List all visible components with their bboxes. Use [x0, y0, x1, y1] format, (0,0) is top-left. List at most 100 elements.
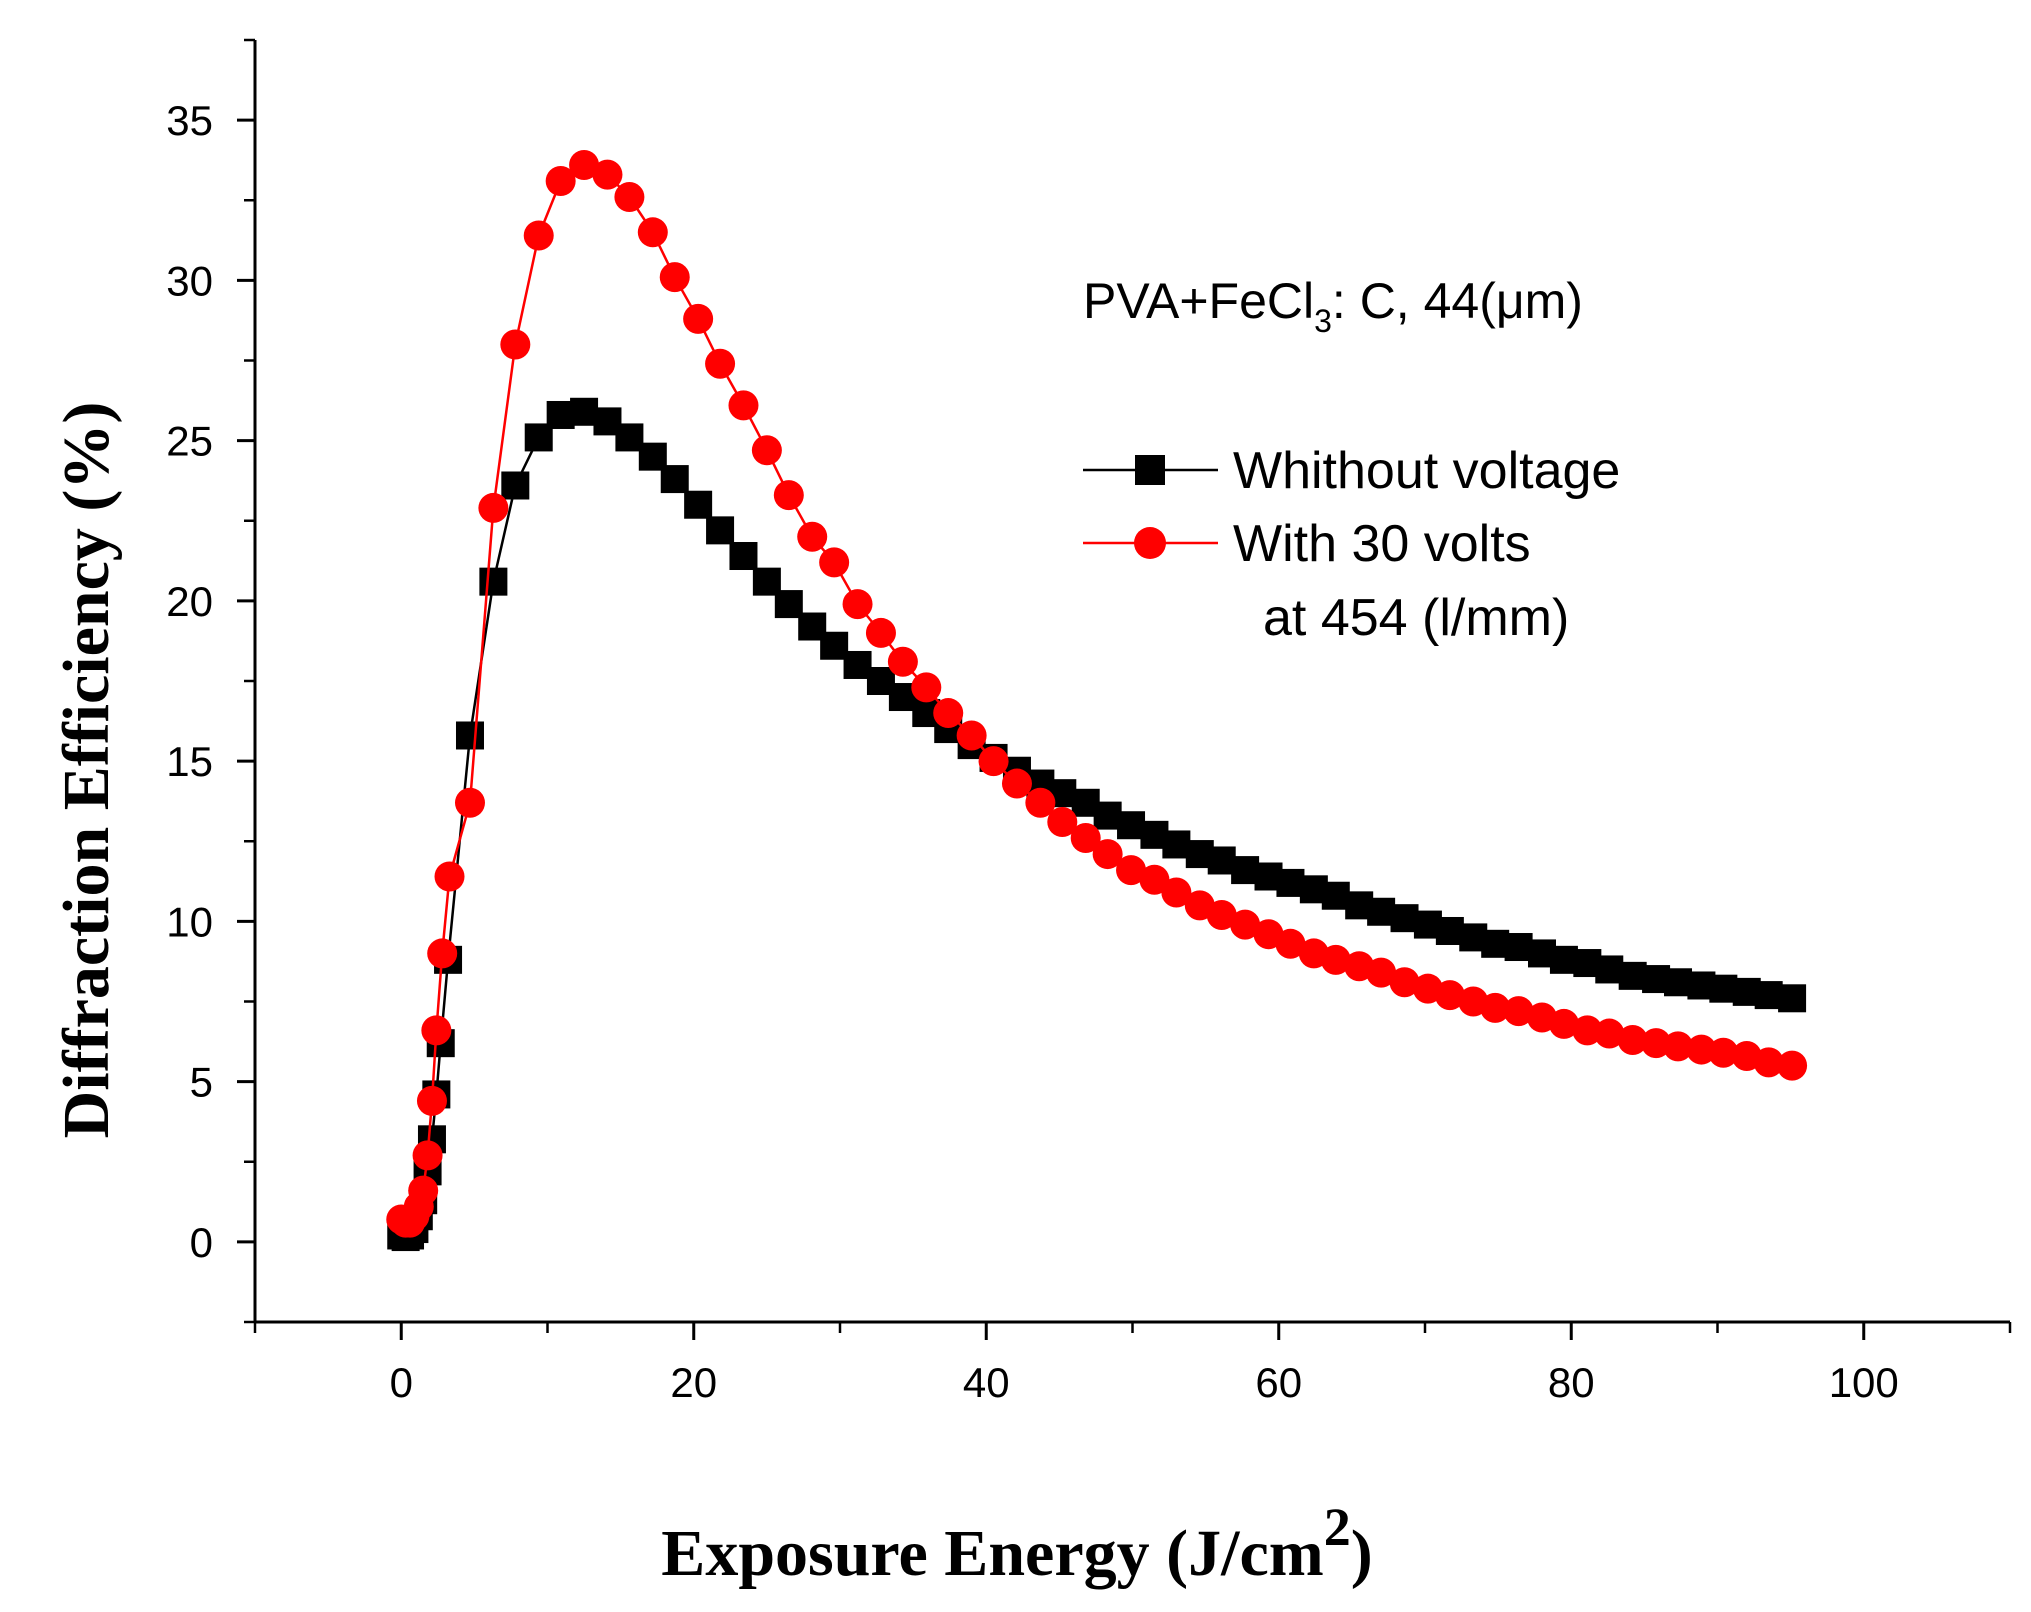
data-point-circle	[1617, 1024, 1648, 1055]
data-point-circle	[659, 262, 690, 293]
data-point-circle	[1047, 807, 1078, 838]
data-point-square	[546, 400, 575, 429]
data-point-square	[570, 397, 599, 426]
chart-annotation: PVA+FeCl3: C, 44(μm)	[1083, 273, 1583, 339]
data-point-circle	[1275, 928, 1306, 959]
axes	[253, 40, 2010, 1324]
data-point-circle	[1594, 1018, 1625, 1049]
y-tick-label: 15	[166, 738, 213, 785]
data-point-circle	[773, 480, 804, 511]
data-point-circle	[592, 159, 623, 190]
data-point-square	[479, 567, 508, 596]
data-point-circle	[434, 861, 465, 892]
series-with-30-volts	[386, 149, 1808, 1238]
data-point-circle	[416, 1085, 447, 1116]
data-point-square	[706, 516, 735, 545]
data-point-square	[1117, 811, 1146, 840]
y-axis-title: Diffraction Efficiency (%)	[50, 402, 123, 1139]
data-point-circle	[412, 1140, 443, 1171]
legend-marker-circle-icon	[1134, 527, 1166, 559]
y-tick-label: 5	[190, 1059, 213, 1106]
data-point-circle	[978, 746, 1009, 777]
data-point-circle	[1320, 944, 1351, 975]
y-tick-label: 35	[166, 97, 213, 144]
data-point-circle	[569, 149, 600, 180]
data-point-square	[1754, 981, 1783, 1010]
data-point-circle	[842, 589, 873, 620]
series-without-voltage	[387, 397, 1807, 1252]
data-point-circle	[797, 521, 828, 552]
data-point-square	[1390, 904, 1419, 933]
data-point-square	[774, 590, 803, 619]
data-point-circle	[1092, 839, 1123, 870]
data-point-square	[684, 490, 713, 519]
data-point-circle	[1480, 992, 1511, 1023]
data-point-circle	[454, 787, 485, 818]
data-point-circle	[1001, 768, 1032, 799]
data-point-square	[1595, 955, 1624, 984]
x-tick-label: 40	[963, 1359, 1010, 1406]
x-tick-label: 60	[1255, 1359, 1302, 1406]
data-point-circle	[1503, 996, 1534, 1027]
data-point-circle	[1389, 967, 1420, 998]
data-point-circle	[1116, 855, 1147, 886]
legend: Whithout voltage With 30 volts at 454 (l…	[1083, 442, 1620, 647]
data-point-circle	[1230, 909, 1261, 940]
data-point-square	[455, 721, 484, 750]
data-point-circle	[478, 492, 509, 523]
data-point-circle	[728, 390, 759, 421]
data-point-square	[1231, 856, 1260, 885]
data-point-square	[729, 542, 758, 571]
data-point-square	[1549, 945, 1578, 974]
data-point-circle	[1139, 864, 1170, 895]
data-point-square	[1481, 929, 1510, 958]
data-point-circle	[819, 547, 850, 578]
data-point-circle	[683, 303, 714, 334]
data-point-circle	[865, 617, 896, 648]
legend-label-without-voltage: Whithout voltage	[1233, 442, 1620, 500]
legend-marker-square-icon	[1135, 455, 1165, 485]
data-point-square	[1367, 897, 1396, 926]
ticks: 0 5 10 15 20 25 30 35 0 20 40 60 80 100	[166, 38, 2012, 1406]
x-axis-title: Exposure Energy (J/cm2)	[661, 1497, 1372, 1590]
data-point-square	[1321, 881, 1350, 910]
data-point-square	[1504, 933, 1533, 962]
data-point-square	[1435, 916, 1464, 945]
data-point-square	[1618, 961, 1647, 990]
data-point-circle	[887, 646, 918, 677]
y-tick-label: 0	[190, 1219, 213, 1266]
legend-label-grating-frequency: at 454 (l/mm)	[1263, 589, 1569, 647]
data-point-circle	[1206, 899, 1237, 930]
data-point-circle	[523, 220, 554, 251]
x-tick-label: 0	[390, 1359, 413, 1406]
x-tick-label: 20	[670, 1359, 717, 1406]
y-tick-label: 25	[166, 418, 213, 465]
data-point-square	[615, 423, 644, 452]
y-tick-label: 30	[166, 257, 213, 304]
data-point-square	[660, 465, 689, 494]
data-point-square	[1778, 984, 1807, 1013]
data-point-square	[820, 631, 849, 660]
legend-label-with-30-volts: With 30 volts	[1233, 515, 1531, 573]
data-point-circle	[427, 938, 458, 969]
data-point-square	[1093, 801, 1122, 830]
data-point-circle	[933, 698, 964, 729]
data-point-circle	[1366, 957, 1397, 988]
data-point-square	[501, 471, 530, 500]
data-point-circle	[1641, 1028, 1672, 1059]
data-point-circle	[956, 720, 987, 751]
data-point-circle	[421, 1015, 452, 1046]
data-point-square	[1162, 830, 1191, 859]
data-point-circle	[1025, 787, 1056, 818]
data-point-circle	[1663, 1031, 1694, 1062]
data-point-circle	[911, 672, 942, 703]
data-point-circle	[408, 1175, 439, 1206]
data-point-square	[843, 650, 872, 679]
y-tick-label: 20	[166, 578, 213, 625]
data-point-circle	[1708, 1037, 1739, 1068]
data-point-square	[1709, 974, 1738, 1003]
data-point-circle	[1070, 823, 1101, 854]
data-point-circle	[500, 329, 531, 360]
series	[386, 149, 1808, 1252]
